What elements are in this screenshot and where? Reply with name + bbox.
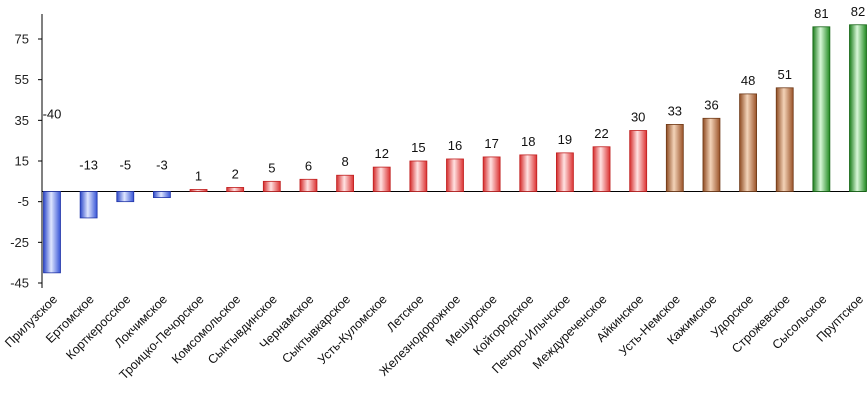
data-label: -13 (79, 158, 98, 173)
bar (116, 191, 135, 203)
category-labels: ПрилузскоеЕртомскоеКорткеросскоеЛокчимск… (2, 292, 866, 382)
bar (739, 93, 757, 192)
data-label: 30 (631, 110, 645, 125)
bar (79, 191, 98, 219)
bar (446, 158, 464, 192)
data-label: 18 (521, 134, 535, 149)
data-label: 48 (741, 73, 755, 88)
data-label: 5 (268, 160, 275, 175)
bar (189, 189, 208, 192)
bar (629, 130, 648, 192)
bar (519, 154, 538, 192)
y-tick-label: 55 (15, 72, 29, 87)
bar (262, 180, 281, 192)
data-label: 17 (484, 136, 498, 151)
y-tick-label: 15 (15, 154, 29, 169)
data-label: 2 (232, 166, 239, 181)
data-label: 19 (558, 132, 572, 147)
data-label: 51 (777, 67, 791, 82)
data-label: 81 (814, 6, 828, 21)
bar (482, 156, 501, 192)
data-label: 6 (305, 158, 312, 173)
bar (556, 152, 574, 192)
data-label: -5 (119, 158, 131, 173)
category-label: Корткеросское (63, 292, 133, 362)
y-tick-label: -25 (10, 235, 29, 250)
data-label: 33 (668, 103, 682, 118)
bar (702, 117, 721, 192)
y-tick-label: -45 (10, 276, 29, 291)
y-tick-label: 35 (15, 113, 29, 128)
bar (849, 24, 867, 192)
data-label: 1 (195, 168, 202, 183)
y-tick-label: 75 (15, 32, 29, 47)
data-label: 36 (704, 97, 718, 112)
category-label: Усть-Куломское (315, 292, 390, 367)
bar (665, 124, 684, 192)
bar (812, 26, 831, 192)
data-label: 8 (341, 154, 348, 169)
data-label: 12 (374, 146, 388, 161)
bars (43, 24, 867, 274)
data-label: -40 (43, 106, 62, 121)
bar (336, 174, 354, 192)
bar (153, 191, 171, 198)
bar (592, 146, 611, 192)
data-label: 16 (448, 138, 462, 153)
bar (43, 191, 61, 274)
data-label: -3 (156, 158, 168, 173)
data-label: 15 (411, 140, 425, 155)
bar (226, 187, 245, 192)
bar (775, 87, 794, 192)
data-label: 82 (851, 4, 865, 19)
data-label: 22 (594, 126, 608, 141)
bar (409, 160, 428, 192)
y-tick-label: -5 (17, 194, 29, 209)
bar (299, 178, 318, 192)
bar (372, 166, 391, 192)
